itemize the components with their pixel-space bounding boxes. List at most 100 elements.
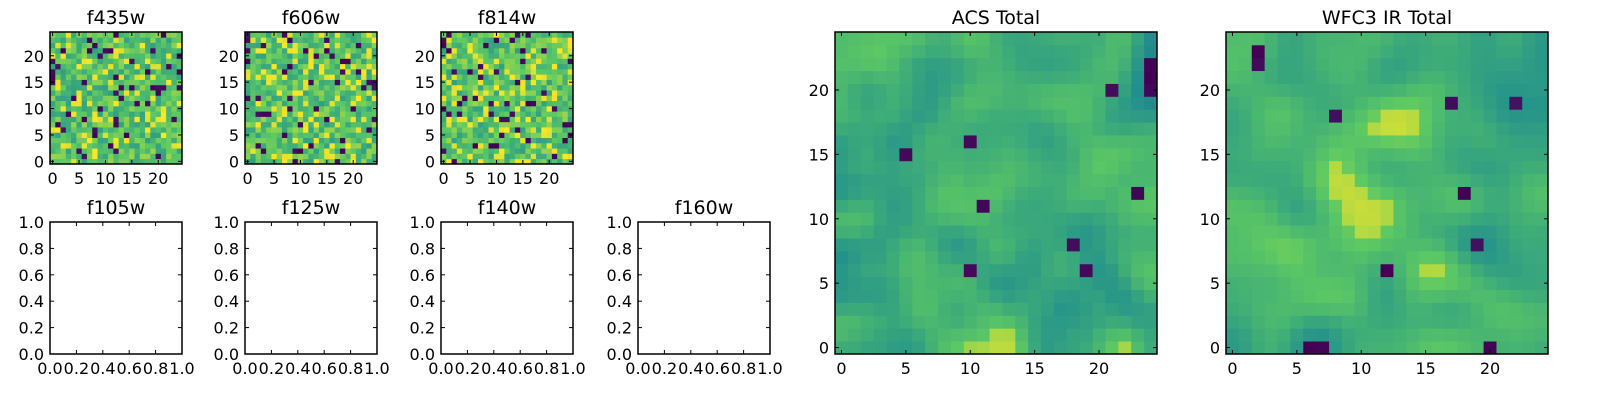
heatmap-cell	[108, 63, 114, 70]
heatmap-cell	[1380, 96, 1394, 110]
heatmap-cell	[899, 341, 913, 355]
y-tick-label: 0.4	[19, 292, 44, 311]
heatmap-cell	[155, 148, 162, 154]
heatmap-cell	[1118, 302, 1132, 316]
heatmap-cell	[1470, 341, 1484, 355]
heatmap-cell	[483, 95, 489, 102]
heatmap-cell	[1131, 32, 1145, 46]
heatmap-cell	[441, 127, 447, 133]
heatmap-cell	[134, 148, 141, 154]
heatmap-cell	[76, 121, 83, 128]
heatmap-cell	[1092, 212, 1106, 226]
heatmap-cell	[1535, 328, 1549, 342]
heatmap-cell	[65, 127, 72, 133]
heatmap-cell	[1144, 250, 1158, 265]
heatmap-cell	[276, 142, 283, 149]
heatmap-cell	[129, 153, 135, 160]
heatmap-cell	[166, 63, 172, 70]
heatmap-cell	[1329, 44, 1343, 59]
heatmap-cell	[350, 37, 357, 43]
heatmap-cell	[873, 341, 887, 355]
heatmap-cell	[1354, 70, 1369, 84]
y-tick-label: 0.6	[214, 266, 239, 285]
heatmap-cell	[260, 132, 267, 138]
heatmap-cell	[520, 47, 526, 54]
heatmap-cell	[1457, 135, 1472, 149]
heatmap-cell	[1277, 341, 1291, 355]
heatmap-cell	[371, 148, 378, 154]
heatmap-cell	[1002, 147, 1016, 162]
heatmap-cell	[546, 153, 553, 160]
heatmap-cell	[271, 79, 278, 86]
heatmap-cell	[1118, 328, 1132, 342]
heatmap-cell	[287, 116, 293, 123]
heatmap-cell	[176, 95, 183, 102]
heatmap-cell	[462, 79, 468, 86]
heatmap-cell	[1066, 225, 1081, 239]
heatmap-cell	[1457, 263, 1472, 278]
heatmap-cell	[1053, 212, 1068, 226]
heatmap-cell	[345, 84, 351, 91]
heatmap-cell	[1483, 341, 1497, 355]
heatmap-cell	[446, 158, 452, 165]
heatmap-cell	[329, 32, 336, 38]
heatmap-cell	[483, 142, 489, 149]
heatmap-cell	[536, 32, 542, 38]
heatmap-cell	[1432, 302, 1446, 316]
heatmap-cell	[1303, 315, 1317, 329]
heatmap-cell	[546, 148, 553, 154]
heatmap-cell	[1354, 147, 1369, 162]
heatmap-cell	[1354, 238, 1369, 252]
heatmap-cell	[1028, 250, 1042, 265]
heatmap-cell	[123, 47, 130, 54]
heatmap-cell	[847, 57, 862, 72]
heatmap-cell	[1393, 341, 1407, 355]
heatmap-cell	[1354, 57, 1369, 72]
heatmap-cell	[97, 84, 104, 91]
heatmap-cell	[1066, 186, 1081, 200]
heatmap-cell	[281, 148, 288, 154]
heatmap-cell	[925, 328, 939, 342]
heatmap-cell	[488, 47, 495, 54]
heatmap-cell	[976, 225, 990, 239]
heatmap-cell	[129, 58, 135, 65]
heatmap-cell	[118, 105, 125, 112]
heatmap-cell	[1509, 212, 1523, 226]
heatmap-cell	[1419, 315, 1433, 329]
heatmap-cell	[925, 109, 939, 123]
heatmap-cell	[976, 250, 990, 265]
heatmap-cell	[1432, 160, 1446, 175]
heatmap-cell	[1341, 250, 1356, 265]
heatmap-cell	[562, 127, 569, 133]
heatmap-cell	[1041, 44, 1055, 59]
panel-title: f435w	[87, 7, 146, 29]
heatmap-cell	[287, 32, 293, 38]
heatmap-cell	[102, 95, 109, 102]
heatmap-cell	[551, 68, 558, 75]
heatmap-cell	[483, 58, 489, 65]
heatmap-cell	[1522, 276, 1536, 290]
heatmap-cell	[1341, 315, 1356, 329]
heatmap-cell	[1066, 276, 1081, 290]
heatmap-cell	[493, 121, 500, 128]
heatmap-cell	[345, 148, 351, 154]
heatmap-cell	[1432, 289, 1446, 303]
heatmap-cell	[134, 121, 141, 128]
heatmap-cell	[557, 142, 563, 149]
heatmap-cell	[371, 137, 378, 144]
heatmap-cell	[1406, 263, 1420, 278]
heatmap-cell	[92, 137, 98, 144]
heatmap-cell	[250, 32, 256, 38]
heatmap-cell	[1226, 341, 1240, 355]
heatmap-cell	[1079, 225, 1093, 239]
heatmap-cell	[171, 148, 178, 154]
heatmap-cell	[260, 53, 267, 59]
heatmap-cell	[976, 238, 990, 252]
heatmap-cell	[250, 137, 256, 144]
heatmap-cell	[1226, 289, 1240, 303]
heatmap-cell	[456, 53, 463, 59]
heatmap-cell	[1290, 122, 1304, 136]
heatmap-cell	[1419, 186, 1433, 200]
y-tick-label: 10	[24, 100, 44, 119]
heatmap-cell	[950, 122, 965, 136]
